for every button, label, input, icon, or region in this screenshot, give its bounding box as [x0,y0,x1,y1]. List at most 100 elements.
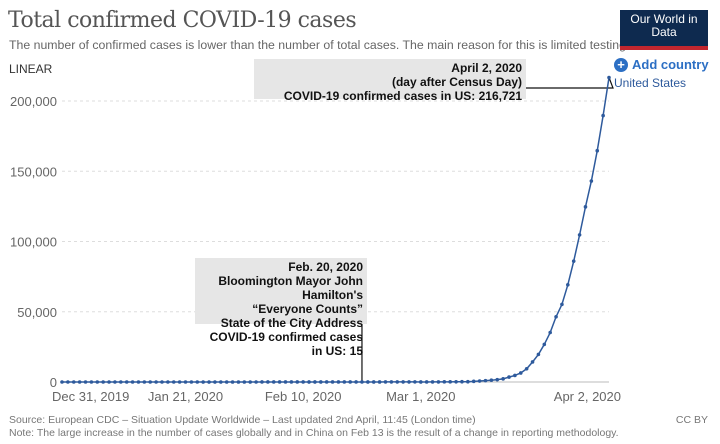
annotation-line: (day after Census Day) [391,75,522,89]
data-point [513,373,517,378]
data-point [413,380,417,384]
data-point [219,380,223,384]
y-tick-label: 0 [50,375,57,390]
data-point [95,380,100,384]
data-point [260,380,264,384]
data-point [442,380,447,384]
annotation-line: April 2, 2020 [451,61,522,75]
data-point [107,380,111,384]
data-point [66,380,70,384]
annotation-line: COVID-19 confirmed cases in US: 15 [209,330,363,358]
data-point [483,378,488,383]
data-point [377,380,382,384]
data-point [448,380,452,384]
data-point [189,380,194,384]
data-point [119,380,123,384]
data-point [60,380,64,384]
data-point [501,377,505,381]
data-point [566,282,570,287]
data-point [195,380,200,384]
data-point [454,379,458,384]
annotation-line: State of the City Address [220,316,363,330]
data-point [466,379,470,384]
data-point [548,330,552,335]
data-point [142,380,147,384]
data-point [601,113,605,118]
data-point [536,352,541,357]
methodology-note: Note: The large increase in the number o… [9,427,619,439]
data-point [524,366,529,371]
data-point [230,380,235,384]
y-tick-label: 200,000 [10,94,57,109]
annotation-apr2: April 2, 2020 (day after Census Day) COVID… [254,59,526,103]
data-point [283,380,288,384]
data-point [460,379,464,384]
data-point [130,380,135,384]
x-tick-label: Mar 1, 2020 [386,389,455,404]
x-tick-label: Feb 10, 2020 [265,389,342,404]
data-point [354,380,358,384]
data-point [148,380,153,384]
data-point [183,380,188,384]
data-point [342,380,347,384]
data-point [324,380,329,384]
data-point [71,380,76,384]
y-tick-label: 50,000 [17,305,57,320]
data-point [383,380,388,384]
owid-logo[interactable]: Our World in Data [620,10,708,50]
data-point [554,314,558,319]
series-line [62,77,610,383]
data-point [336,380,341,384]
data-point [507,375,511,379]
data-point [366,380,370,384]
data-point [171,380,176,384]
data-point [571,259,576,263]
license[interactable]: CC BY [675,414,708,426]
data-point [371,380,376,384]
data-point [330,380,335,384]
data-point [83,380,88,384]
annotation-feb20: Feb. 20, 2020 Bloomington Mayor John Hami… [195,258,367,358]
data-point [160,380,164,384]
x-tick-label: Apr 2, 2020 [554,389,621,404]
data-point [207,380,211,384]
source-note: Source: European CDC – Situation Update … [9,414,476,426]
data-point [313,380,317,384]
data-point [154,380,158,384]
plus-icon: + [614,57,628,72]
data-point [213,380,217,384]
data-point [77,380,82,384]
data-point [242,380,247,384]
data-point [477,379,482,383]
data-point [248,380,253,384]
data-point [277,380,282,384]
x-tick-label: Dec 31, 2019 [52,389,129,404]
annotation-leader [526,77,614,89]
data-point [489,378,494,383]
annotation-line: COVID-19 confirmed cases in US: 216,721 [283,89,522,103]
data-point [389,380,394,384]
data-point [318,380,323,384]
data-point [166,380,170,384]
data-point [307,380,311,384]
data-point [542,342,547,347]
data-point [560,302,564,307]
data-point [266,380,270,384]
data-point [401,380,405,384]
series-label: United States [614,76,687,90]
y-tick-label: 150,000 [10,164,57,179]
add-country-button[interactable]: + Add country [614,57,709,72]
data-point [113,380,117,384]
data-point [607,75,611,80]
y-tick-label: 100,000 [10,235,57,250]
data-point [430,380,435,384]
data-point [271,380,276,384]
scale-toggle[interactable]: LINEAR [9,62,53,76]
add-country-label: Add country [632,57,709,72]
data-point [89,380,94,384]
data-point [301,380,305,384]
data-point [395,380,400,384]
data-point [589,179,594,183]
chart-title: Total confirmed COVID-19 cases [8,8,357,33]
